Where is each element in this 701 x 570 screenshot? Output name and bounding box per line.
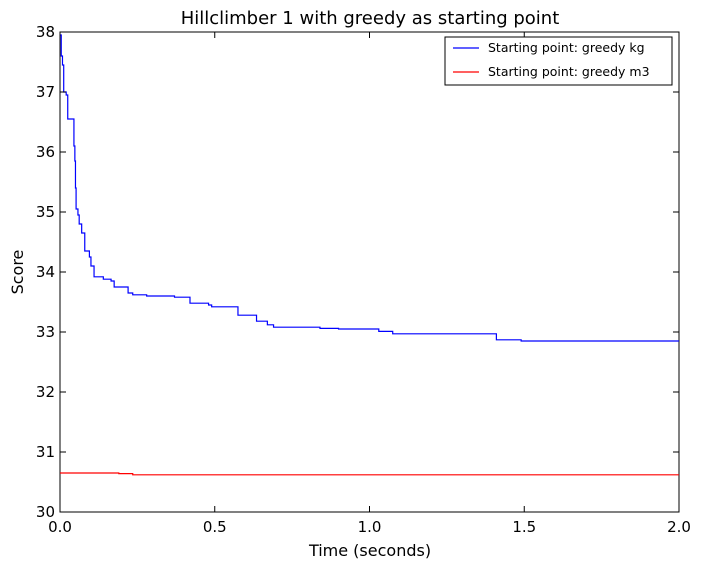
- plot-frame: [59, 31, 680, 513]
- legend: Starting point: greedy kg Starting point…: [444, 36, 673, 86]
- series-line-0: [60, 34, 679, 342]
- y-tick-label: 31: [36, 443, 55, 461]
- y-axis-tick-labels: 30 31 32 33 34 35 36 37 38: [36, 23, 55, 521]
- y-tick-label: 30: [36, 503, 55, 521]
- legend-label-greedy-m3: Starting point: greedy m3: [488, 64, 650, 79]
- x-tick-label: 0.5: [203, 518, 227, 536]
- y-tick-label: 32: [36, 383, 55, 401]
- legend-label-greedy-kg: Starting point: greedy kg: [488, 40, 645, 55]
- x-axis-tick-labels: 0.0 0.5 1.0 1.5 2.0: [48, 518, 691, 536]
- plot-area: 0.0 0.5 1.0 1.5 2.0 30 31 32 33 34 35 36 37 38: [36, 23, 691, 536]
- x-tick-label: 1.5: [512, 518, 536, 536]
- y-tick-label: 38: [36, 23, 55, 41]
- y-tick-label: 34: [36, 263, 55, 281]
- series-layer: [60, 34, 679, 476]
- chart-title: Hillclimber 1 with greedy as starting po…: [181, 8, 560, 29]
- y-tick-label: 35: [36, 203, 55, 221]
- y-tick-label: 36: [36, 143, 55, 161]
- y-tick-label: 33: [36, 323, 55, 341]
- y-axis-ticks: [60, 31, 679, 513]
- x-tick-label: 2.0: [667, 518, 691, 536]
- series-line-1: [60, 472, 679, 476]
- y-axis-title: Score: [8, 250, 27, 295]
- x-tick-label: 0.0: [48, 518, 72, 536]
- x-tick-label: 1.0: [358, 518, 382, 536]
- y-tick-label: 37: [36, 83, 55, 101]
- x-axis-title: Time (seconds): [308, 541, 431, 560]
- legend-box: [444, 36, 673, 86]
